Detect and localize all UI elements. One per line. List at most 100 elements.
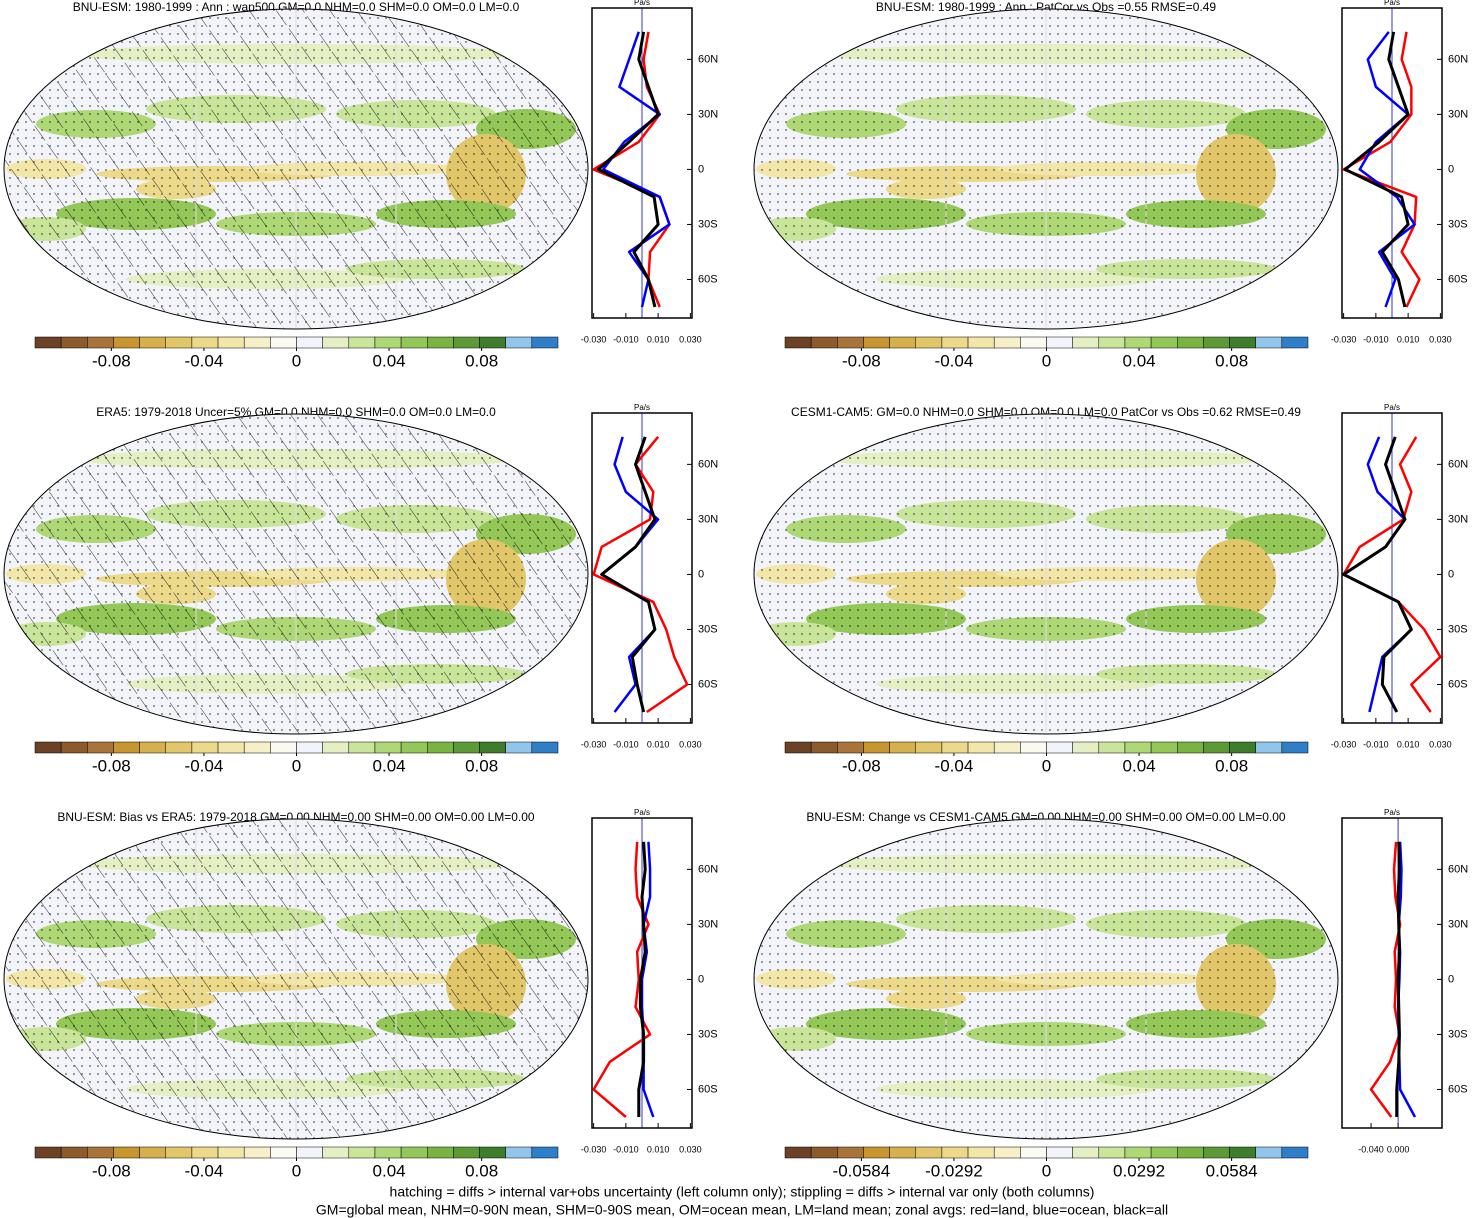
profile-unit: Pa/s [634,403,650,412]
colorbar-box [915,741,943,754]
colorbar-box [1124,336,1152,349]
colorbar-box [113,741,140,754]
x-tick-label: 0.010 [647,1144,670,1154]
profile-line [1358,31,1416,308]
colorbar-box [1203,1146,1230,1159]
x-tick-label: 0.000 [1387,1144,1410,1154]
colorbar-box [191,1146,219,1159]
profile-unit: Pa/s [1384,403,1400,412]
colorbar-box [505,336,533,349]
colorbar-box [479,741,506,754]
x-tick-label: 0.010 [1397,739,1420,749]
colorbar-box [1281,1146,1309,1159]
colorbar-box [165,1146,193,1159]
colorbar-tick-label: 0.04 [1123,756,1156,775]
colorbar-box [505,741,533,754]
colorbar-box [479,336,506,349]
footer-line: GM=global mean, NHM=0-90N mean, SHM=0-90… [316,1202,1168,1218]
y-tick-label: 60S [698,273,718,285]
colorbar-box [1229,336,1256,349]
colorbar-box [243,336,271,349]
colorbar-box [427,336,454,349]
x-tick-label: 0.010 [1397,334,1420,344]
x-tick-label: -0.010 [613,1144,639,1154]
colorbar-box [1046,336,1073,349]
hatching [4,414,588,734]
profile-line [600,436,660,713]
profile-frame [1341,817,1443,1129]
colorbar-box [1020,741,1047,754]
colorbar-box [889,1146,916,1159]
colorbar-box [427,741,454,754]
colorbar-box [296,336,323,349]
profile-unit: Pa/s [1384,808,1400,817]
x-tick-label: -0.030 [1331,739,1357,749]
colorbar-box [191,336,219,349]
panel-title: BNU-ESM: 1980-1999 : Ann : PatCor vs Obs… [876,0,1216,14]
colorbar-box [453,336,480,349]
panel: BNU-ESM: 1980-1999 : Ann : PatCor vs Obs… [753,0,1468,370]
colorbar-box [1255,336,1283,349]
colorbar-box [1150,1146,1178,1159]
colorbar-box [87,741,114,754]
colorbar-tick-label: -0.04 [185,1161,224,1180]
y-tick-label: 60S [1448,273,1468,285]
profile-line [1343,31,1410,308]
colorbar-box [243,1146,271,1159]
colorbar-box [1098,741,1126,754]
colorbar-box [322,1146,350,1159]
stippling [754,819,1338,1139]
colorbar-box [217,741,245,754]
colorbar-box [837,741,864,754]
colorbar-box [165,741,193,754]
y-tick-label: 30S [698,218,718,230]
colorbar-box [810,741,838,754]
colorbar-box [993,741,1021,754]
colorbar-box [217,336,245,349]
colorbar-tick-label: 0.08 [465,1161,498,1180]
colorbar-box [889,741,916,754]
colorbar-box [1203,336,1230,349]
colorbar-box [113,336,140,349]
colorbar-tick-label: 0.0292 [1113,1161,1165,1180]
y-tick-label: 30N [698,513,718,525]
colorbar-box [810,1146,838,1159]
colorbar-tick-label: -0.08 [92,756,131,775]
x-tick-label: 0.030 [679,739,702,749]
profile-line [637,841,647,1117]
colorbar-box [217,1146,245,1159]
profile-line [1396,841,1417,1118]
colorbar-tick-label: -0.04 [185,756,224,775]
profile-unit: Pa/s [634,0,650,7]
colorbar-tick-label: -0.08 [92,351,131,370]
colorbar-box [784,336,812,349]
y-tick-label: 60S [1448,1083,1468,1095]
y-tick-label: 60N [698,458,718,470]
map-outline [753,8,1339,330]
colorbar-box [374,336,402,349]
colorbar-box [374,1146,402,1159]
colorbar-box [837,1146,864,1159]
colorbar-box [34,741,62,754]
colorbar-box [915,1146,943,1159]
y-tick-label: 60S [1448,678,1468,690]
colorbar-box [139,1146,167,1159]
colorbar-box [784,1146,812,1159]
x-tick-label: 0.030 [1429,334,1452,344]
colorbar-box [427,1146,454,1159]
colorbar-tick-label: 0 [292,1161,301,1180]
colorbar-box [941,1146,969,1159]
y-tick-label: 30S [1448,218,1468,230]
colorbar-box [400,1146,428,1159]
colorbar-box [1177,336,1204,349]
colorbar-box [139,336,167,349]
y-tick-label: 0 [698,163,704,175]
colorbar-box [1203,741,1230,754]
y-tick-label: 0 [1448,163,1454,175]
panel-title: BNU-ESM: Bias vs ERA5: 1979-2018 GM=0.00… [57,810,535,824]
x-tick-label: -0.030 [581,1144,607,1154]
colorbar-tick-label: -0.04 [185,351,224,370]
colorbar-tick-label: 0 [1042,351,1051,370]
y-tick-label: 60N [698,863,718,875]
